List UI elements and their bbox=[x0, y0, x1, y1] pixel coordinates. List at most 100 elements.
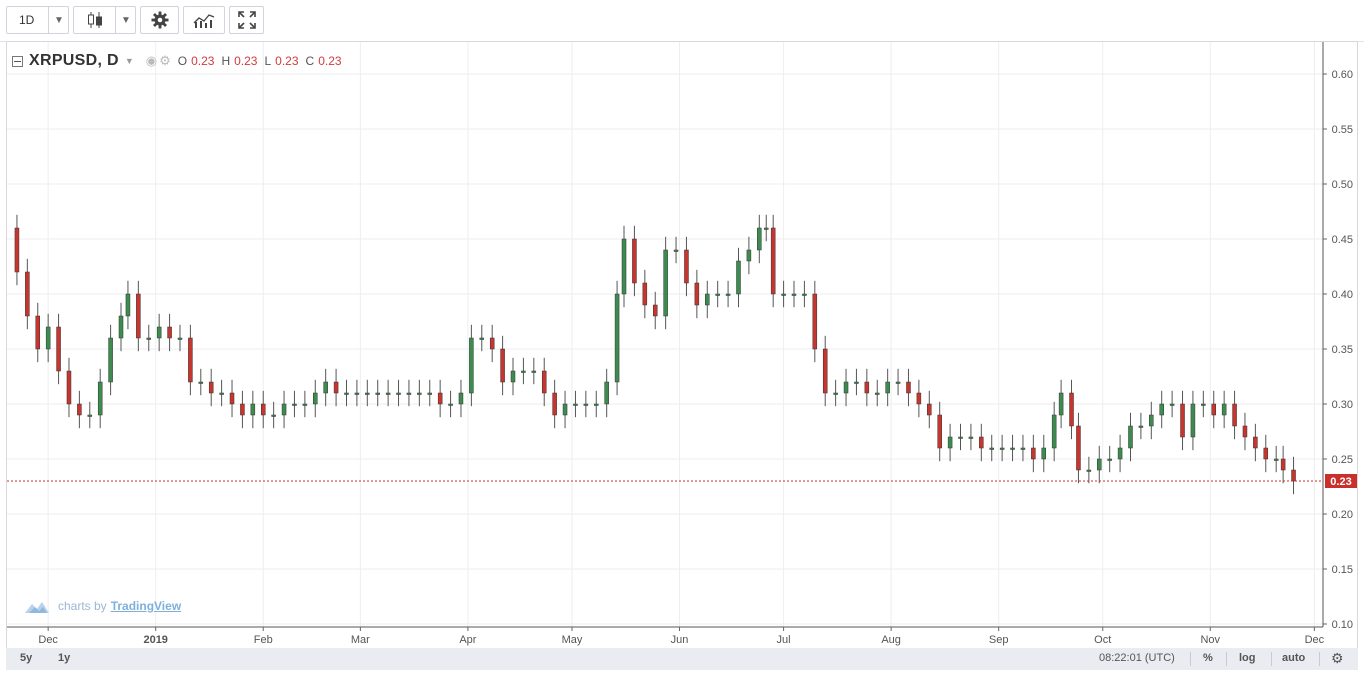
x-tick-label: 2019 bbox=[143, 634, 167, 646]
candle-body bbox=[1076, 425, 1081, 471]
up-candle bbox=[1273, 445, 1279, 473]
up-candle bbox=[604, 368, 609, 418]
up-candle bbox=[715, 280, 720, 308]
candle-body bbox=[521, 370, 526, 373]
fullscreen-button[interactable] bbox=[229, 6, 264, 34]
candle-body bbox=[188, 337, 193, 383]
candle-body bbox=[448, 403, 453, 406]
gear-icon[interactable]: ⚙ bbox=[159, 53, 171, 68]
percent-toggle[interactable]: % bbox=[1203, 652, 1213, 664]
candle-body bbox=[250, 403, 256, 416]
candle-body bbox=[281, 403, 287, 416]
up-candle bbox=[573, 390, 578, 418]
candle-body bbox=[156, 326, 162, 339]
candle-body bbox=[594, 403, 599, 406]
auto-toggle[interactable]: auto bbox=[1282, 652, 1306, 664]
up-candle bbox=[1058, 379, 1064, 429]
last-price-label: 0.23 bbox=[1330, 476, 1351, 488]
up-candle bbox=[177, 324, 183, 352]
up-candle bbox=[271, 401, 276, 429]
down-candle bbox=[770, 214, 776, 308]
candle-body bbox=[385, 392, 391, 395]
candle-body bbox=[1169, 403, 1175, 406]
up-candle bbox=[510, 357, 516, 396]
up-candle bbox=[875, 379, 880, 407]
down-candle bbox=[937, 401, 942, 462]
up-candle bbox=[417, 379, 422, 407]
up-candle bbox=[375, 379, 380, 407]
candle-body bbox=[1097, 458, 1102, 471]
up-candle bbox=[1086, 456, 1092, 484]
down-candle bbox=[1069, 379, 1074, 440]
candle-body bbox=[458, 392, 464, 405]
candle-body bbox=[621, 238, 627, 295]
candle-body bbox=[979, 436, 984, 449]
down-candle bbox=[694, 269, 700, 319]
candle-body bbox=[916, 392, 922, 405]
tradingview-watermark[interactable]: charts by TradingView bbox=[24, 598, 181, 614]
watermark-brand[interactable]: TradingView bbox=[110, 599, 182, 613]
x-tick-label: Nov bbox=[1200, 634, 1220, 646]
down-candle bbox=[916, 379, 922, 418]
down-candle bbox=[188, 324, 193, 396]
candle-body bbox=[108, 337, 113, 383]
candle-body bbox=[229, 392, 235, 405]
top-toolbar: 1D ▼ ▼ bbox=[0, 0, 1364, 42]
candle-body bbox=[791, 293, 797, 296]
chevron-down-icon[interactable]: ▼ bbox=[124, 56, 134, 66]
candle-body bbox=[968, 436, 974, 439]
candle-body bbox=[427, 392, 432, 395]
settings-button[interactable] bbox=[140, 6, 179, 34]
up-candle bbox=[396, 379, 401, 407]
symbol-title[interactable]: XRPUSD, D bbox=[29, 52, 119, 69]
x-tick-label: Mar bbox=[351, 634, 370, 646]
up-candle bbox=[344, 379, 349, 407]
collapse-icon[interactable] bbox=[12, 55, 23, 67]
interval-dropdown[interactable]: 1D ▼ bbox=[6, 6, 69, 34]
up-candle bbox=[292, 390, 297, 418]
candle-body bbox=[583, 403, 589, 406]
down-candle bbox=[56, 313, 61, 385]
up-candle bbox=[521, 357, 526, 385]
range-1y-button[interactable]: 1y bbox=[58, 652, 71, 664]
candle-body bbox=[694, 282, 700, 306]
candle-body bbox=[396, 392, 401, 395]
candle-body bbox=[1253, 436, 1258, 449]
candle-body bbox=[1138, 425, 1144, 428]
up-candle bbox=[1149, 401, 1154, 440]
candle-body bbox=[1010, 447, 1015, 450]
time-axis: Dec 2019 Feb Mar Apr May Jun Jul Aug Sep Oct Nov Dec bbox=[7, 626, 1325, 646]
y-tick-label: 0.45 bbox=[1332, 234, 1353, 246]
x-tick-label: Dec bbox=[1305, 634, 1325, 646]
candle-body bbox=[663, 249, 668, 317]
up-candle bbox=[781, 280, 786, 308]
candle-body bbox=[895, 381, 901, 384]
down-candle bbox=[25, 258, 30, 330]
candle-body bbox=[260, 403, 266, 416]
eye-icon[interactable]: ◉ bbox=[145, 53, 158, 68]
candle-body bbox=[1180, 403, 1185, 438]
candle-body bbox=[406, 392, 412, 395]
down-candle bbox=[552, 379, 557, 429]
down-candle bbox=[652, 291, 658, 330]
up-candle bbox=[427, 379, 432, 407]
gear-icon[interactable]: ⚙ bbox=[1331, 650, 1344, 666]
log-toggle[interactable]: log bbox=[1239, 652, 1256, 664]
range-5y-button[interactable]: 5y bbox=[20, 652, 33, 664]
up-candle bbox=[1041, 434, 1047, 473]
indicators-button[interactable] bbox=[183, 6, 225, 34]
y-tick-label: 0.40 bbox=[1332, 289, 1353, 301]
up-candle bbox=[146, 324, 152, 352]
chart-type-dropdown[interactable]: ▼ bbox=[73, 6, 136, 34]
last-price-badge bbox=[1325, 474, 1357, 488]
y-tick-label: 0.15 bbox=[1332, 564, 1353, 576]
candle-body bbox=[1020, 447, 1026, 450]
low-value: 0.23 bbox=[275, 54, 299, 68]
x-tick-label: Sep bbox=[989, 634, 1009, 646]
candle-body bbox=[97, 381, 103, 416]
candle-body bbox=[146, 337, 152, 340]
candle-body bbox=[673, 249, 679, 252]
y-tick-label: 0.35 bbox=[1332, 344, 1353, 356]
candle-body bbox=[781, 293, 786, 296]
